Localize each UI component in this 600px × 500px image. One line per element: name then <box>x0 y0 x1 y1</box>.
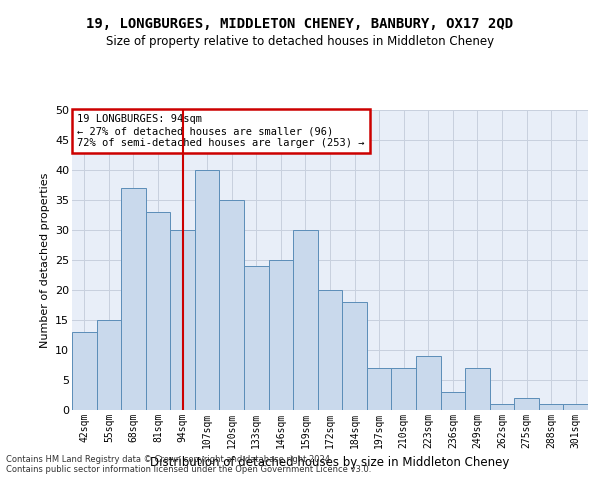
Bar <box>97 320 121 410</box>
Y-axis label: Number of detached properties: Number of detached properties <box>40 172 50 348</box>
X-axis label: Distribution of detached houses by size in Middleton Cheney: Distribution of detached houses by size … <box>151 456 509 469</box>
Bar <box>391 368 416 410</box>
Text: 19, LONGBURGES, MIDDLETON CHENEY, BANBURY, OX17 2QD: 19, LONGBURGES, MIDDLETON CHENEY, BANBUR… <box>86 18 514 32</box>
Bar <box>440 392 465 410</box>
Text: Size of property relative to detached houses in Middleton Cheney: Size of property relative to detached ho… <box>106 35 494 48</box>
Bar <box>146 212 170 410</box>
Bar <box>342 302 367 410</box>
Bar <box>170 230 195 410</box>
Bar <box>490 404 514 410</box>
Text: 19 LONGBURGES: 94sqm
← 27% of detached houses are smaller (96)
72% of semi-detac: 19 LONGBURGES: 94sqm ← 27% of detached h… <box>77 114 365 148</box>
Bar <box>563 404 588 410</box>
Bar <box>220 200 244 410</box>
Text: Contains HM Land Registry data © Crown copyright and database right 2024.: Contains HM Land Registry data © Crown c… <box>6 456 332 464</box>
Bar <box>269 260 293 410</box>
Bar <box>539 404 563 410</box>
Bar <box>244 266 269 410</box>
Bar <box>416 356 440 410</box>
Text: Contains public sector information licensed under the Open Government Licence v3: Contains public sector information licen… <box>6 466 371 474</box>
Bar <box>318 290 342 410</box>
Bar <box>367 368 391 410</box>
Bar <box>72 332 97 410</box>
Bar <box>195 170 220 410</box>
Bar <box>121 188 146 410</box>
Bar <box>293 230 318 410</box>
Bar <box>514 398 539 410</box>
Bar <box>465 368 490 410</box>
